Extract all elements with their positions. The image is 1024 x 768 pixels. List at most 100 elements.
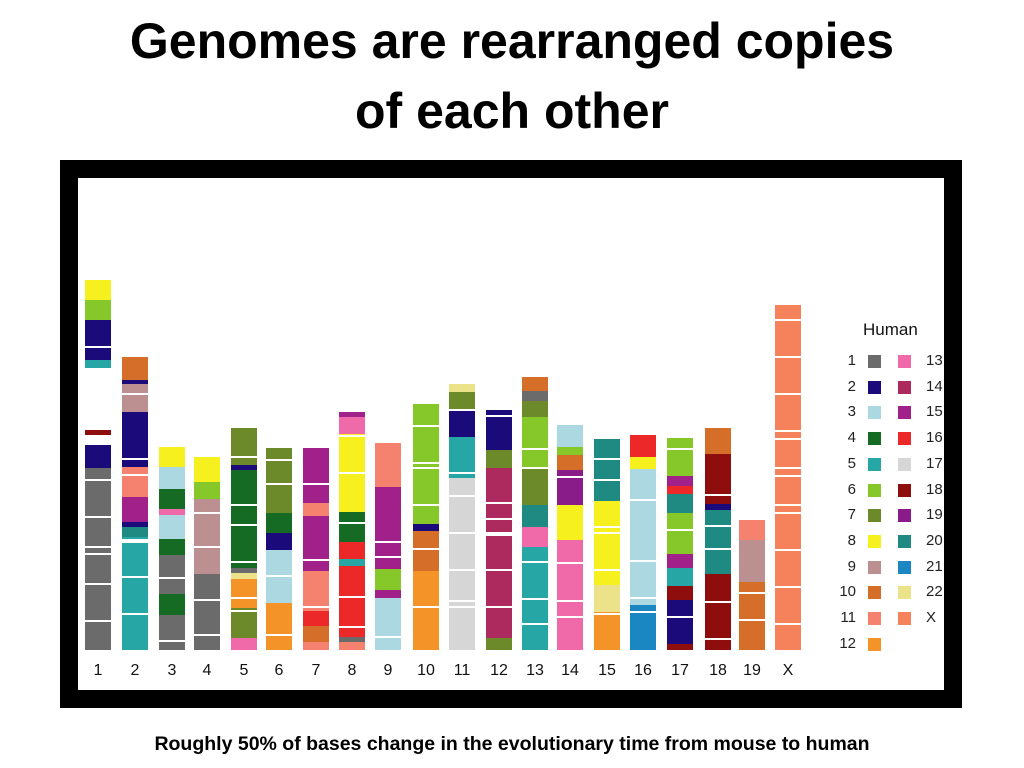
synteny-block <box>231 465 257 470</box>
synteny-block <box>231 608 257 638</box>
chromosome-band <box>303 559 329 561</box>
chromosome-band <box>266 483 292 485</box>
chromosome-band <box>122 576 148 578</box>
chromosome-band <box>375 636 401 638</box>
chromosome-label: 14 <box>561 662 579 679</box>
synteny-block <box>85 300 111 320</box>
synteny-block <box>449 384 475 392</box>
synteny-block <box>266 603 292 618</box>
synteny-block <box>231 568 257 573</box>
synteny-block <box>159 467 185 489</box>
slide-title-line-2: of each other <box>355 83 669 139</box>
synteny-block <box>231 638 257 650</box>
chromosome-band <box>557 562 583 564</box>
chromosome-band <box>231 504 257 506</box>
mouse-chromosome-5 <box>231 428 257 650</box>
synteny-block <box>85 430 111 435</box>
legend-label: 10 <box>839 583 856 601</box>
legend-label: 3 <box>847 403 856 421</box>
chromosome-label: 10 <box>417 662 435 679</box>
legend-swatch <box>868 560 881 574</box>
chromosome-band <box>413 462 439 464</box>
synteny-block <box>522 547 548 650</box>
chromosome-band <box>594 458 620 460</box>
chromosome-band <box>339 626 365 628</box>
chromosome-band <box>557 476 583 478</box>
synteny-block <box>739 562 765 582</box>
legend-swatch <box>868 483 881 497</box>
chromosome-band <box>705 638 731 640</box>
chromosome-band <box>85 553 111 555</box>
mouse-chromosome-6 <box>266 448 292 650</box>
slide-caption: Roughly 50% of bases change in the evolu… <box>154 733 870 755</box>
synteny-block <box>594 585 620 612</box>
legend-swatch <box>898 509 911 523</box>
synteny-block <box>231 470 257 568</box>
chromosome-band <box>522 467 548 469</box>
synteny-block <box>339 434 365 512</box>
synteny-block <box>159 594 185 615</box>
synteny-block <box>630 535 656 605</box>
mouse-chromosome-8 <box>339 412 365 650</box>
synteny-block <box>159 447 185 467</box>
synteny-block <box>303 611 329 626</box>
chromosome-band <box>413 504 439 506</box>
synteny-block <box>122 384 148 412</box>
legend-swatch <box>868 406 881 420</box>
chromosome-band <box>630 499 656 501</box>
synteny-block <box>413 571 439 587</box>
chromosome-band <box>122 393 148 395</box>
legend-swatch <box>868 509 881 523</box>
chromosome-band <box>122 539 148 541</box>
synteny-block <box>122 537 148 650</box>
chromosome-label: 9 <box>383 662 393 679</box>
chromosome-band <box>594 569 620 571</box>
synteny-block <box>159 539 185 555</box>
chromosome-label: 19 <box>743 662 761 679</box>
synteny-block <box>159 515 185 539</box>
chromosome-label: 1 <box>93 662 103 679</box>
legend-label: 6 <box>847 480 856 498</box>
legend-label: 14 <box>926 377 943 395</box>
chromosome-band <box>557 616 583 618</box>
synteny-block <box>375 590 401 598</box>
chromosome-band <box>85 620 111 622</box>
synteny-block <box>231 573 257 579</box>
synteny-block <box>522 401 548 417</box>
chromosome-label: 16 <box>634 662 652 679</box>
chromosome-label: 3 <box>167 662 177 679</box>
chromosome-band <box>231 561 257 563</box>
legend-swatch <box>868 457 881 471</box>
chromosome-band <box>339 472 365 474</box>
synteny-block <box>122 380 148 384</box>
chromosome-label: 17 <box>671 662 689 679</box>
chromosome-band <box>630 611 656 613</box>
chromosome-band <box>630 560 656 562</box>
synteny-block <box>486 410 512 450</box>
chromosome-band <box>522 448 548 450</box>
legend-swatch <box>898 560 911 574</box>
chromosome-label: 2 <box>130 662 140 679</box>
legend-label: 17 <box>926 454 943 472</box>
synteny-block <box>630 605 656 650</box>
legend-swatch <box>898 380 911 394</box>
synteny-block <box>775 305 801 650</box>
synteny-block <box>85 468 111 650</box>
legend-swatch <box>868 612 881 625</box>
chromosome-band <box>486 502 512 504</box>
slide-title-line-1: Genomes are rearranged copies <box>129 13 895 69</box>
synteny-block <box>486 638 512 650</box>
synteny-block <box>667 568 693 586</box>
chromosome-band <box>375 541 401 543</box>
synteny-block <box>486 468 512 525</box>
chromosome-label: 5 <box>239 662 249 679</box>
chromosome-band <box>775 430 801 432</box>
chromosome-band <box>231 610 257 612</box>
chromosome-band <box>375 556 401 558</box>
chromosome-label: 11 <box>453 662 471 679</box>
legend-swatch <box>868 637 881 651</box>
synteny-block <box>85 320 111 360</box>
legend-label: 20 <box>926 531 943 549</box>
chromosome-band <box>339 522 365 524</box>
chromosome-band <box>122 474 148 476</box>
